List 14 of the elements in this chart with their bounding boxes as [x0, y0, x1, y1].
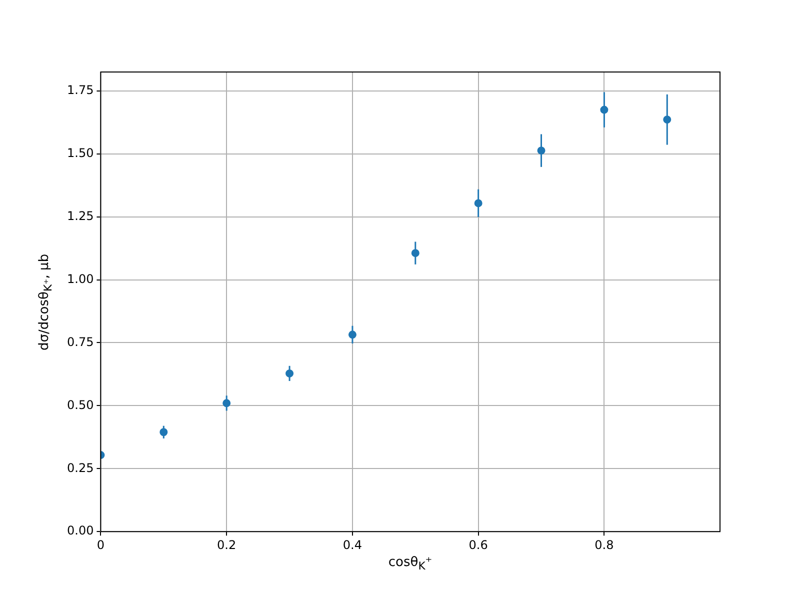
x-tick-label: 0.4: [342, 538, 362, 552]
y-tick-label: 1.00: [67, 272, 94, 286]
y-tick-label: 0.00: [67, 524, 94, 538]
x-tick-label: 0.6: [468, 538, 488, 552]
x-axis-title: cosθ$_{K}$⁺: [388, 554, 432, 572]
x-tick-label: 0.8: [594, 538, 614, 552]
y-tick-label: 0.50: [67, 398, 94, 412]
x-tick-label: 0: [96, 538, 105, 552]
x-tick-label: 0.2: [217, 538, 236, 552]
y-tick-label: 1.75: [67, 83, 94, 98]
y-tick-label: 0.25: [67, 460, 94, 475]
y-tick-label: 1.25: [67, 208, 94, 223]
y-tick-label: 1.50: [67, 146, 94, 160]
y-tick-label: 0.75: [67, 334, 94, 349]
